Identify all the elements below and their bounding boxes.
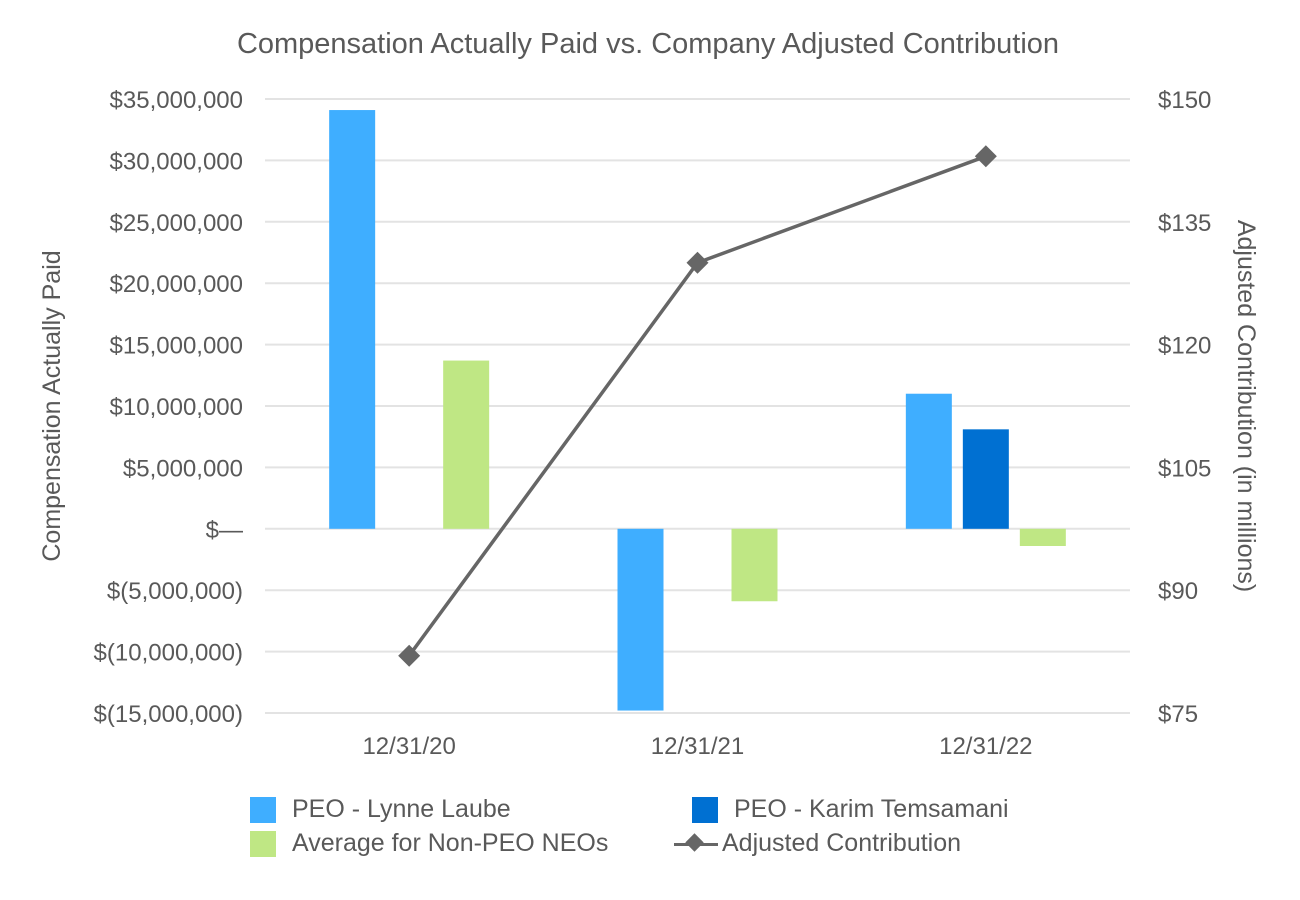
x-tick-label: 12/31/22 (939, 733, 1032, 760)
x-tick-label: 12/31/20 (362, 733, 455, 760)
legend-swatch (250, 796, 276, 823)
y-tick-label: $30,000,000 (110, 148, 243, 175)
y2-tick-label: $90 (1158, 578, 1198, 605)
line-series (398, 145, 997, 667)
y-tick-label: $5,000,000 (123, 455, 243, 482)
bars (329, 110, 1066, 711)
y-tick-label: $25,000,000 (110, 210, 243, 237)
legend-label: Adjusted Contribution (722, 829, 962, 857)
y2-axis-ticks: $150 $135 $120 $105 $90 $75 (1158, 87, 1211, 728)
legend-swatch (250, 830, 276, 857)
bar (443, 360, 490, 529)
legend-item-lynne-laube: PEO - Lynne Laube (250, 795, 511, 824)
y-tick-label: $(10,000,000) (94, 640, 243, 667)
y2-tick-label: $75 (1158, 701, 1198, 728)
x-tick-label: 12/31/21 (651, 733, 744, 760)
legend-swatch (692, 796, 718, 823)
chart-title: Compensation Actually Paid vs. Company A… (237, 28, 1059, 60)
line-marker (398, 644, 421, 667)
line-marker (974, 145, 997, 168)
y-tick-label: $(15,000,000) (94, 701, 243, 728)
bar (962, 429, 1009, 529)
bar (329, 110, 376, 529)
legend-item-non-peo-neos: Average for Non-PEO NEOs (250, 829, 608, 858)
line-marker (686, 251, 709, 274)
y-tick-label: $15,000,000 (110, 333, 243, 360)
y2-tick-label: $135 (1158, 210, 1211, 237)
y-tick-label: $20,000,000 (110, 271, 243, 298)
bar (731, 528, 778, 602)
y-axis-label: Compensation Actually Paid (38, 250, 66, 561)
x-axis-ticks: 12/31/20 12/31/21 12/31/22 (362, 733, 1032, 760)
legend: PEO - Lynne Laube PEO - Karim Temsamani … (250, 795, 1050, 865)
y2-tick-label: $120 (1158, 333, 1211, 360)
bar (1019, 528, 1066, 546)
legend-item-karim-temsamani: PEO - Karim Temsamani (692, 795, 1009, 824)
y-tick-label: $10,000,000 (110, 394, 243, 421)
legend-label: PEO - Karim Temsamani (734, 795, 1009, 823)
legend-label: Average for Non-PEO NEOs (292, 829, 609, 857)
y-tick-label: $(5,000,000) (107, 578, 243, 605)
y2-axis-label: Adjusted Contribution (in millions) (1232, 220, 1260, 592)
y2-tick-label: $150 (1158, 87, 1211, 114)
gridlines (265, 98, 1130, 714)
legend-label: PEO - Lynne Laube (292, 795, 511, 823)
bar (617, 528, 664, 711)
bar (905, 393, 952, 529)
y-axis-ticks: $35,000,000 $30,000,000 $25,000,000 $20,000… (94, 87, 243, 728)
y2-tick-label: $105 (1158, 455, 1211, 482)
diamond-line-icon (674, 831, 718, 857)
y-tick-label: $— (206, 517, 243, 544)
legend-item-adjusted-contribution: Adjusted Contribution (674, 829, 961, 858)
y-tick-label: $35,000,000 (110, 87, 243, 114)
